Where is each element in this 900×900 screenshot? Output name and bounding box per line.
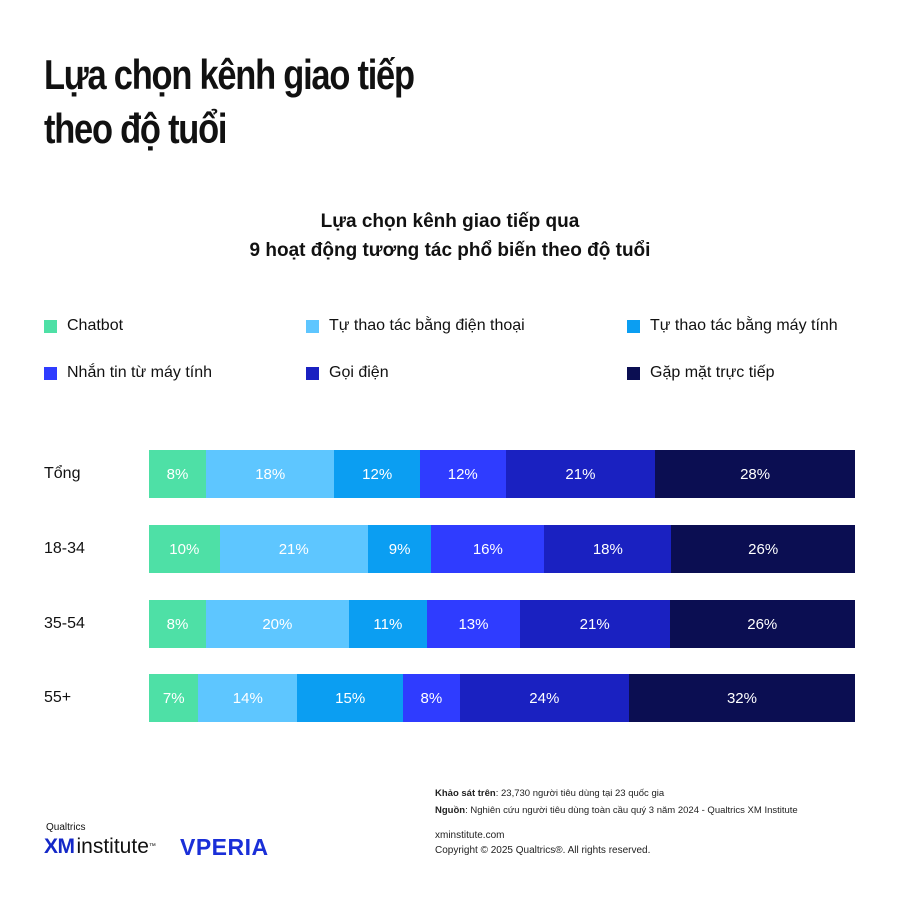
- bar-segment: 7%: [149, 674, 199, 722]
- legend-swatch: [44, 319, 57, 333]
- legend-item: Gọi điện: [306, 363, 389, 383]
- page-title: Lựa chọn kênh giao tiếp theo độ tuổi: [44, 48, 503, 156]
- legend-item: Tự thao tác bằng máy tính: [627, 316, 838, 336]
- qualtrics-logo-text: Qualtrics: [46, 822, 86, 833]
- bar-segment: 24%: [459, 674, 630, 722]
- bar-segment: 12%: [334, 450, 420, 498]
- legend-swatch: [44, 366, 57, 380]
- bar-segment: 32%: [629, 674, 855, 722]
- bar-segment: 12%: [419, 450, 506, 498]
- bar-row: 10% 21% 9% 16% 18% 26%: [149, 525, 855, 573]
- bar-segment: 15%: [297, 674, 404, 722]
- bar-segment: 21%: [219, 525, 368, 573]
- bar-segment: 26%: [669, 600, 855, 648]
- footer-notes: Khảo sát trên: 23,730 người tiêu dùng tạ…: [435, 785, 798, 819]
- source-text: : Nghiên cứu người tiêu dùng toàn cầu qu…: [465, 805, 798, 816]
- xm-institute-logo: XMinstitute™: [44, 834, 156, 860]
- row-label: 55+: [44, 689, 72, 706]
- bar-row: 8% 20% 11% 13% 21% 26%: [149, 600, 855, 648]
- source-note: Nguồn: Nghiên cứu người tiêu dùng toàn c…: [435, 802, 798, 819]
- bar-row: 8% 18% 12% 12% 21% 28%: [149, 450, 855, 498]
- bar-segment: 26%: [671, 525, 855, 573]
- legend-item: Chatbot: [44, 316, 123, 336]
- trademark-mark: ™: [148, 843, 156, 850]
- legend-item: Tự thao tác bằng điện thoại: [306, 316, 525, 336]
- bar-segment: 10%: [149, 525, 220, 573]
- legend-swatch: [306, 366, 319, 380]
- bar-segment: 21%: [519, 600, 670, 648]
- survey-label: Khảo sát trên: [435, 788, 496, 799]
- row-label: 18-34: [44, 540, 85, 557]
- xm-logo-mark: XM: [44, 835, 75, 858]
- footer-site: xminstitute.com Copyright © 2025 Qualtri…: [435, 828, 650, 858]
- legend-label: Gọi điện: [329, 364, 389, 381]
- bar-segment: 8%: [403, 674, 460, 722]
- bar-segment: 11%: [348, 600, 428, 648]
- legend-item: Gặp mặt trực tiếp: [627, 363, 775, 383]
- legend-label: Tự thao tác bằng máy tính: [650, 317, 838, 334]
- survey-note: Khảo sát trên: 23,730 người tiêu dùng tạ…: [435, 785, 798, 802]
- row-label: Tổng: [44, 465, 81, 482]
- institute-logo-text: institute: [76, 835, 149, 858]
- chart-title-line2: 9 hoạt động tương tác phổ biến theo độ t…: [249, 240, 651, 261]
- bar-segment: 13%: [427, 600, 520, 648]
- copyright-text: Copyright © 2025 Qualtrics®. All rights …: [435, 845, 651, 856]
- row-label: 35-54: [44, 615, 85, 632]
- page-title-line2: theo độ tuổi: [44, 105, 228, 152]
- bar-segment: 18%: [206, 450, 335, 498]
- survey-text: : 23,730 người tiêu dùng tại 23 quốc gia: [495, 788, 665, 799]
- bar-segment: 8%: [149, 450, 207, 498]
- bar-row: 7% 14% 15% 8% 24% 32%: [149, 674, 855, 722]
- legend-item: Nhắn tin từ máy tính: [44, 363, 212, 383]
- legend-swatch: [627, 319, 640, 333]
- legend-swatch: [306, 319, 319, 333]
- bar-segment: 9%: [367, 525, 432, 573]
- bar-segment: 21%: [505, 450, 656, 498]
- bar-segment: 28%: [655, 450, 855, 498]
- bar-segment: 8%: [149, 600, 207, 648]
- chart-title: Lựa chọn kênh giao tiếp qua 9 hoạt động …: [0, 207, 900, 265]
- chart-title-line1: Lựa chọn kênh giao tiếp qua: [320, 211, 580, 232]
- legend-swatch: [627, 366, 640, 380]
- bar-segment: 18%: [544, 525, 672, 573]
- legend-label: Tự thao tác bằng điện thoại: [329, 317, 525, 334]
- legend-label: Chatbot: [67, 317, 124, 334]
- source-label: Nguồn: [435, 805, 466, 816]
- vperia-logo: VPERIA: [180, 834, 269, 860]
- bar-segment: 14%: [198, 674, 298, 722]
- legend-label: Gặp mặt trực tiếp: [650, 364, 775, 381]
- bar-segment: 20%: [206, 600, 349, 648]
- legend-label: Nhắn tin từ máy tính: [67, 364, 212, 381]
- bar-segment: 16%: [431, 525, 545, 573]
- site-link[interactable]: xminstitute.com: [435, 830, 505, 841]
- page-title-line1: Lựa chọn kênh giao tiếp: [44, 51, 415, 98]
